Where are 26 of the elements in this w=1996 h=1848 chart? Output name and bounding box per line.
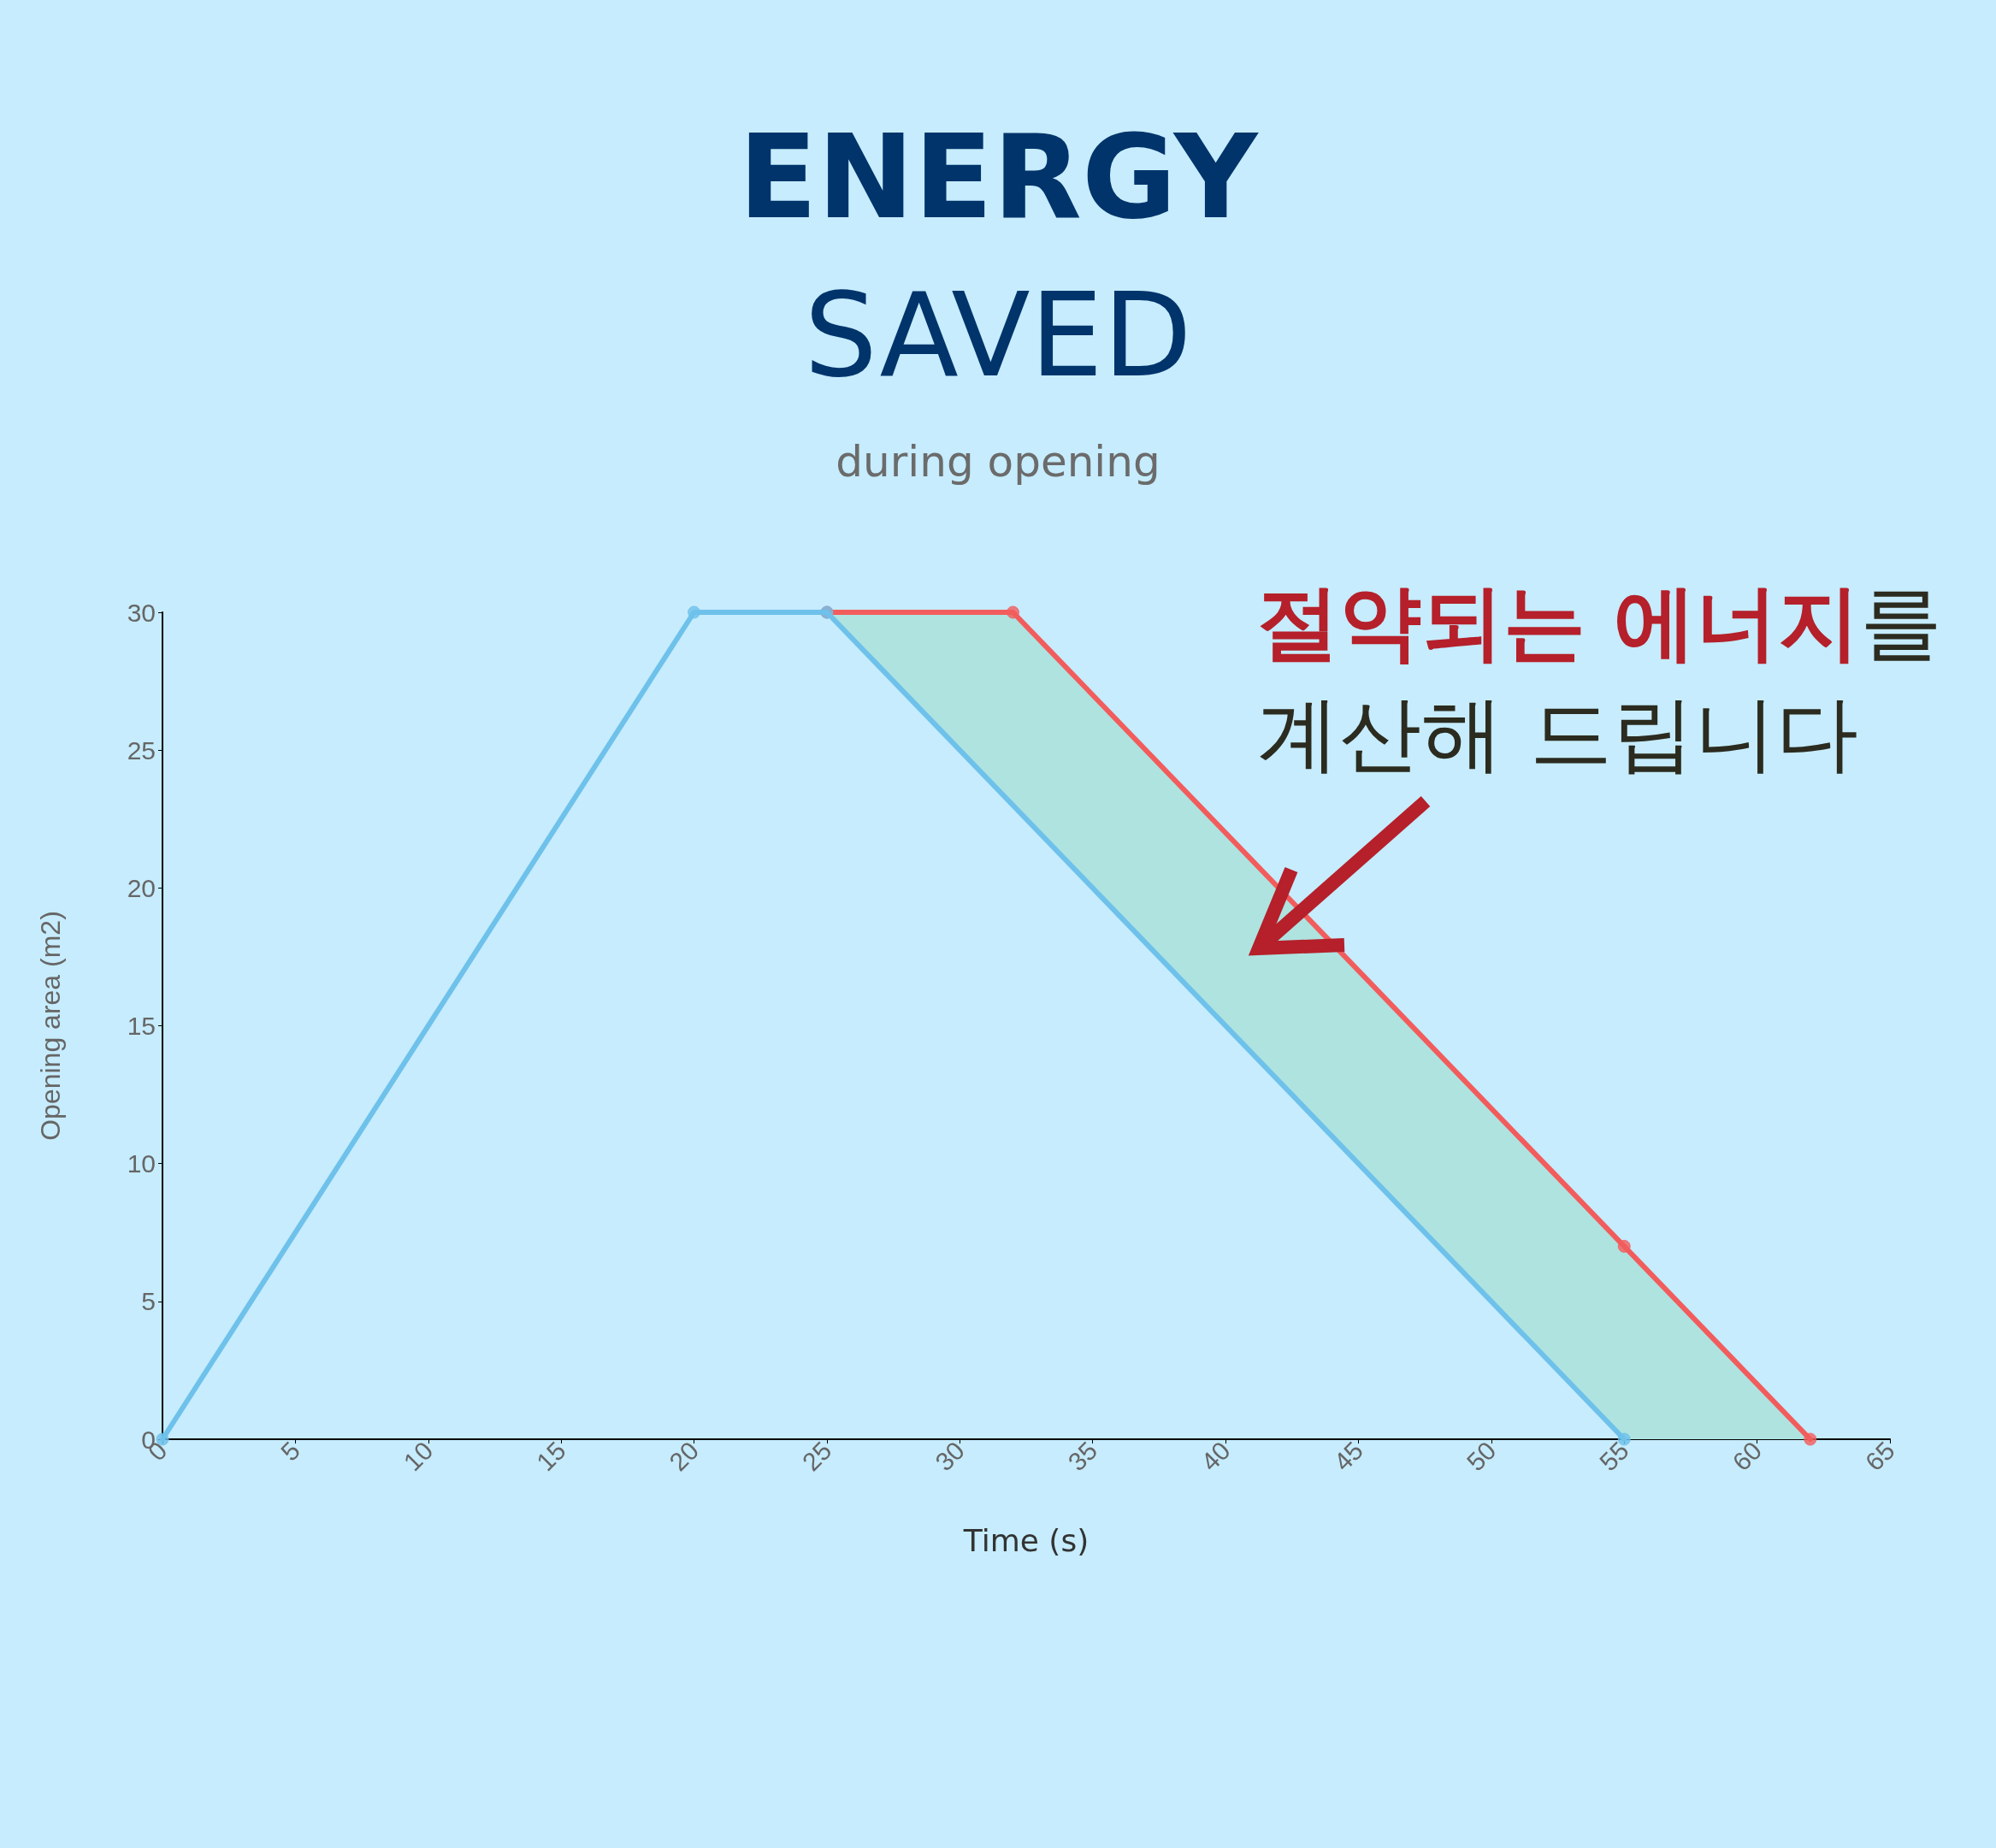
y-tick-label: 15 <box>127 1012 156 1040</box>
y-tick-label: 20 <box>127 873 156 902</box>
x-tick-label: 40 <box>1195 1436 1236 1477</box>
y-tick-label: 5 <box>141 1287 156 1316</box>
x-tick-label: 60 <box>1727 1436 1768 1477</box>
y-tick-label: 10 <box>127 1149 156 1178</box>
x-tick-label: 45 <box>1328 1436 1369 1477</box>
chart-title: ENERGY SAVED <box>738 110 1260 403</box>
y-tick-label: 25 <box>127 735 156 765</box>
y-axis-title: Opening area (m2) <box>35 911 66 1141</box>
annotation: 를 <box>1860 575 1943 670</box>
x-tick-label: 50 <box>1461 1436 1502 1477</box>
chart-subtitle: during opening <box>836 437 1160 487</box>
x-tick-label: 5 <box>275 1436 306 1467</box>
x-tick-label: 30 <box>930 1436 970 1477</box>
x-tick-label: 15 <box>530 1436 571 1477</box>
annotation: 계산해 드립니다 <box>1257 686 1858 782</box>
x-axis-title: Time (s) <box>962 1522 1090 1558</box>
annotation: 절약되는 에너지 <box>1257 575 1861 670</box>
x-tick-label: 55 <box>1593 1436 1634 1477</box>
x-tick-label: 25 <box>796 1436 837 1477</box>
x-tick-label: 20 <box>664 1436 705 1477</box>
y-tick-label: 30 <box>127 598 156 627</box>
x-tick-label: 65 <box>1859 1436 1900 1477</box>
x-tick-label: 35 <box>1062 1436 1103 1477</box>
x-tick-label: 10 <box>398 1436 439 1477</box>
